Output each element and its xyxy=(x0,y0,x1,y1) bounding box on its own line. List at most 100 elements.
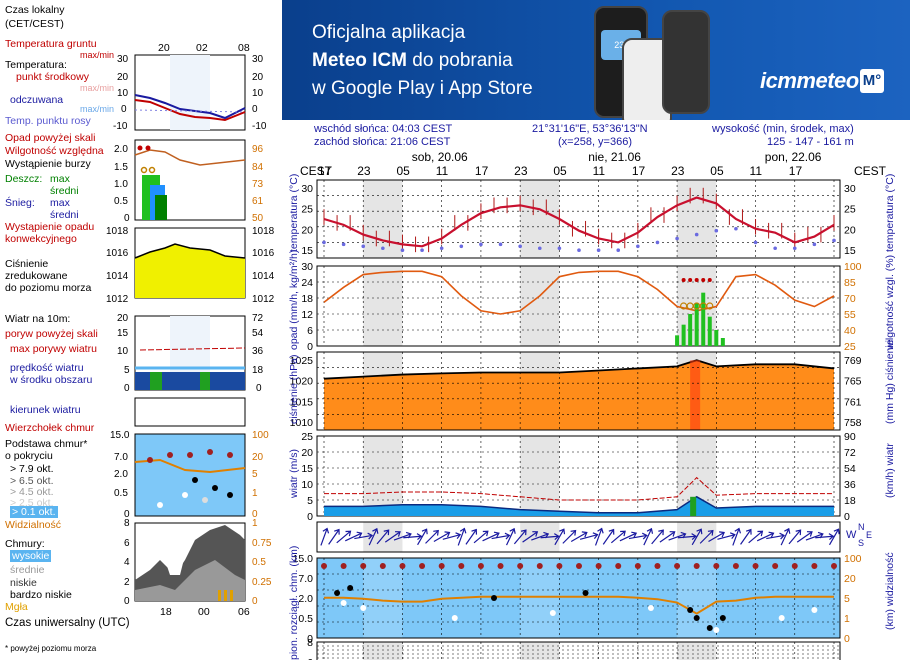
rain-bar xyxy=(675,335,680,346)
dew-point-dot xyxy=(498,242,503,247)
wind-arrow xyxy=(691,528,703,546)
banner-line-3: w Google Play i App Store xyxy=(312,78,533,99)
cloud-top-dot xyxy=(379,563,386,569)
dew-point-dot xyxy=(322,240,326,245)
cloud-base-dot-light xyxy=(811,607,818,613)
wind-arrow xyxy=(780,527,791,546)
cloud-top-dot xyxy=(576,563,582,569)
tick-left-clouds: 6 xyxy=(307,657,313,660)
legend-wind-mini xyxy=(134,315,246,391)
hour-label: 11 xyxy=(750,164,763,178)
wind-label-right: (km/h) wiatr xyxy=(884,443,896,498)
snow-label: Śnieg: xyxy=(5,197,35,209)
rain-bar xyxy=(701,292,706,346)
night-band xyxy=(677,642,717,660)
lt-clouds-4: 2 xyxy=(124,577,130,588)
hour-label: 23 xyxy=(671,164,685,178)
dew-point-dot xyxy=(537,246,542,251)
panel-frame-clouds xyxy=(316,641,841,660)
cloud-top-dot xyxy=(458,563,465,569)
rt-temp-2: 20 xyxy=(252,72,264,83)
cloud-top-dot xyxy=(772,563,779,569)
tick-left-pressure: 1015 xyxy=(290,396,314,408)
lt-wind-1: 20 xyxy=(117,313,129,324)
dew-point-dot xyxy=(479,242,483,247)
rt-temp-1: 30 xyxy=(252,54,264,65)
dew-point-dot xyxy=(675,236,679,241)
wind-arrow xyxy=(628,532,648,540)
tick-right-wind: 54 xyxy=(844,463,856,475)
wind-arrow xyxy=(376,529,390,545)
local-hour-3: 08 xyxy=(238,42,250,54)
hour-label: 05 xyxy=(396,164,410,178)
lt-temp-5: -10 xyxy=(113,121,128,132)
pressure-line xyxy=(323,359,835,380)
cloud-base-dot-light xyxy=(451,615,458,621)
cloud-top-dot xyxy=(536,563,543,569)
wind-speed-label: prędkość wiatru xyxy=(10,362,84,374)
rt-clouds-3: 0.5 xyxy=(252,557,266,568)
legend-wind-dir-mini xyxy=(134,397,246,427)
tick-right-cloud: 100 xyxy=(844,553,862,565)
banner-line-1: Oficjalna aplikacja xyxy=(312,22,466,43)
wind-arrow xyxy=(336,530,352,544)
hour-label: 11 xyxy=(593,164,606,178)
tick-left-cloud: 0 xyxy=(307,633,313,645)
rain-bar xyxy=(681,324,686,346)
pressure-title-2: zredukowane xyxy=(5,270,68,282)
snow-max-label: max xyxy=(50,197,70,209)
app-promo-banner[interactable]: Oficjalna aplikacja Meteo ICM do pobrani… xyxy=(282,0,910,120)
tick-right-precip: 40 xyxy=(844,325,856,337)
rt-precip-4: 61 xyxy=(252,196,264,207)
cloud-top-dot xyxy=(595,563,602,569)
tick-right-temp: 30 xyxy=(844,183,856,195)
low-clouds-label: niskie xyxy=(10,577,37,589)
cloud-top-dot xyxy=(360,563,367,569)
local-time-label: Czas lokalny xyxy=(5,4,65,16)
pressure-label-right: (mm Hg) ciśnienie xyxy=(884,339,896,424)
lt-temp-1: 30 xyxy=(117,54,129,65)
wind-arrow xyxy=(473,530,489,544)
wind-arrow xyxy=(677,533,697,540)
cloud-base-label: Podstawa chmur* xyxy=(5,438,88,450)
storm-marker xyxy=(706,302,714,310)
cloud-base-dot xyxy=(719,615,726,621)
hour-label: 17 xyxy=(318,164,332,178)
wind-arrow xyxy=(594,527,604,546)
lt-precip-5: 0 xyxy=(124,213,130,224)
okt-2: > 6.5 okt. xyxy=(10,475,54,487)
dew-point-dot xyxy=(753,240,758,245)
medium-clouds-label: średnie xyxy=(10,564,45,576)
legend-clouds-mini xyxy=(134,522,246,602)
local-time-zone: (CET/CEST) xyxy=(5,18,64,30)
tick-right-precip: 55 xyxy=(844,309,856,321)
utc-hour-3: 06 xyxy=(238,606,250,618)
wind-arrow xyxy=(732,527,742,546)
rt-precip-2: 84 xyxy=(252,162,264,173)
very-low-clouds-label: bardzo niskie xyxy=(10,589,72,601)
lt-wind-4: 5 xyxy=(124,365,130,376)
tick-left-precip: 6 xyxy=(307,325,313,337)
tick-right-wind: 0 xyxy=(844,511,850,523)
precip-over-marker xyxy=(707,278,712,282)
wind-arrow xyxy=(465,528,478,545)
cloud-base-dot xyxy=(582,590,589,596)
rt-precip-1: 96 xyxy=(252,144,264,155)
cloud-cover-label: o pokryciu xyxy=(5,450,53,462)
tick-right-cloud: 0 xyxy=(844,633,850,645)
cloud-top-dot xyxy=(517,563,524,569)
wind-arrow xyxy=(643,527,654,546)
wind-arrow xyxy=(788,529,802,545)
dew-point-dot xyxy=(459,244,464,249)
wind-arrow xyxy=(610,530,626,544)
local-hour-2: 02 xyxy=(196,42,208,54)
precip-occurrence-label: Wystąpienie opadu xyxy=(5,221,95,233)
wind-label-left: wiatr (m/s) xyxy=(288,448,300,498)
precip-label-left: opad (mm/h, kg/m²/h) xyxy=(288,249,300,350)
rain-mean-label: średni xyxy=(50,185,79,197)
dew-point-dot xyxy=(714,228,719,233)
wind-green-bar xyxy=(690,496,697,516)
panel-frame-temp xyxy=(316,179,841,259)
night-band xyxy=(520,642,560,660)
wind-arrow xyxy=(756,531,775,542)
